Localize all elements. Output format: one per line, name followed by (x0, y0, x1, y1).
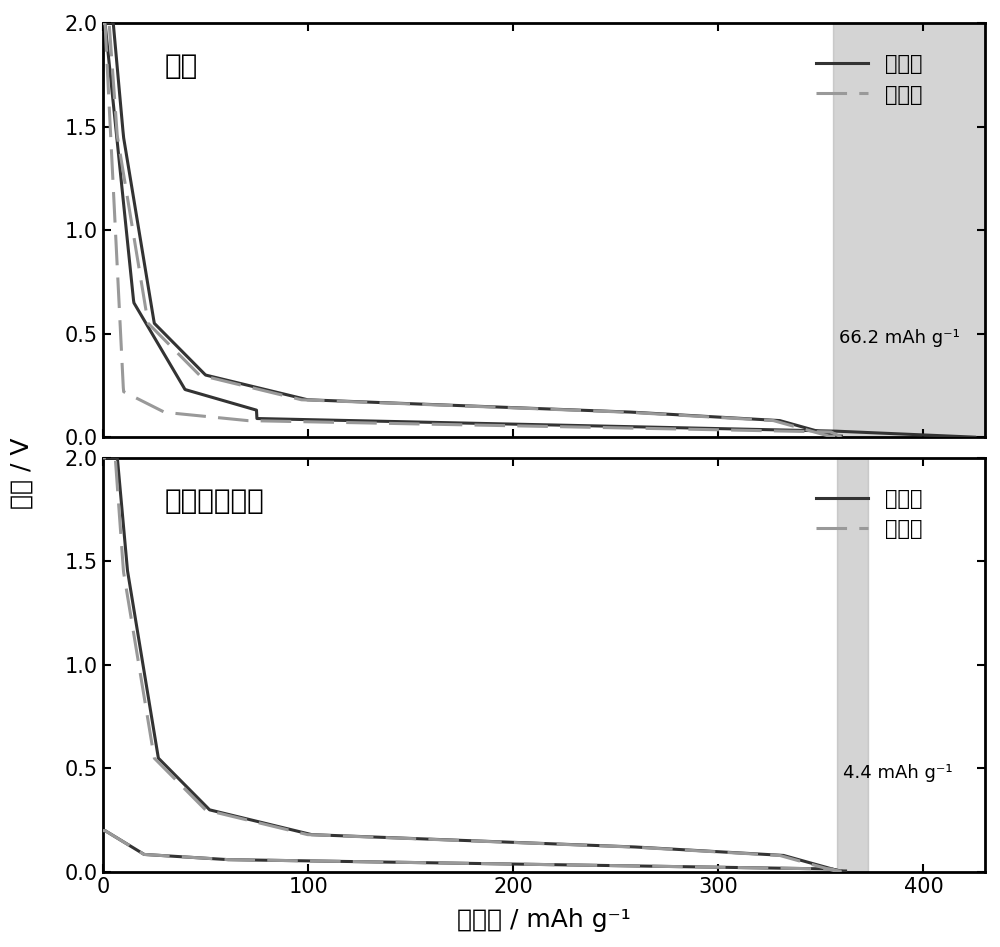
Text: 66.2 mAh g⁻¹: 66.2 mAh g⁻¹ (839, 329, 960, 347)
Bar (833, 23, 985, 438)
Legend: 第一周, 第二周: 第一周, 第二周 (808, 45, 930, 113)
Bar (837, 457, 868, 872)
X-axis label: 比容量 / mAh g⁻¹: 比容量 / mAh g⁻¹ (457, 908, 631, 932)
Legend: 第一周, 第二周: 第一周, 第二周 (808, 481, 930, 547)
Text: 石墨: 石墨 (165, 52, 198, 80)
Text: 4.4 mAh g⁻¹: 4.4 mAh g⁻¹ (843, 763, 953, 781)
Text: 锂化后的石墨: 锂化后的石墨 (165, 487, 264, 515)
Text: 电压 / V: 电压 / V (10, 438, 34, 509)
